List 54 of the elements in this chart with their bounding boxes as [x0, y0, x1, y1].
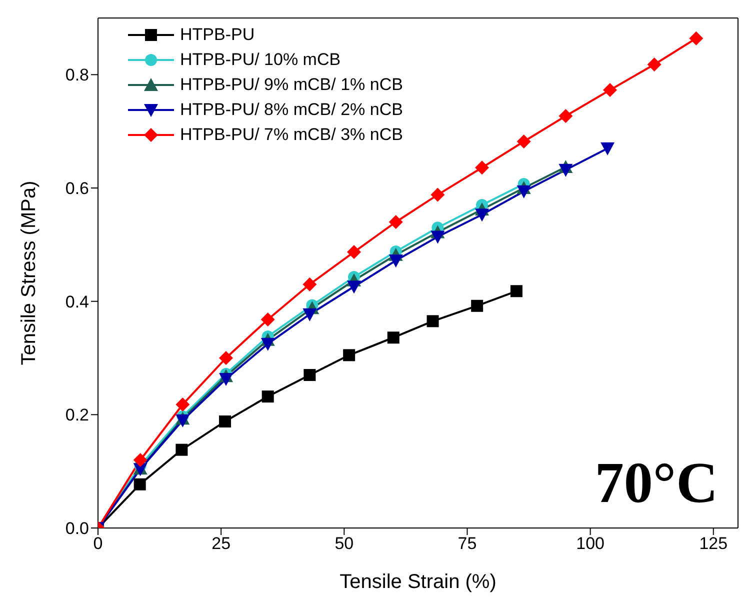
point [133, 453, 148, 467]
point [471, 300, 484, 312]
y-tick-label: 0.2 [65, 406, 89, 425]
point [343, 349, 356, 362]
point [347, 245, 361, 260]
point [302, 308, 317, 322]
point [430, 188, 445, 202]
annotation: 70°C [594, 449, 718, 516]
y-tick-label: 0.4 [65, 292, 89, 312]
point [430, 230, 445, 244]
legend-label: HTPB-PU/ 8% mCB/ 2% nCB [180, 99, 403, 121]
y-tick-label: 0.6 [65, 179, 89, 198]
point [426, 315, 439, 328]
point [510, 285, 522, 298]
point [475, 208, 489, 222]
x-tick-label: 100 [576, 534, 604, 554]
point [603, 82, 617, 97]
point [558, 109, 573, 124]
point [689, 31, 704, 46]
point [558, 164, 573, 177]
point [260, 338, 275, 351]
point [219, 415, 232, 428]
legend-label: HTPB-PU/ 7% mCB/ 3% nCB [180, 124, 403, 146]
point [219, 372, 233, 386]
point [516, 134, 531, 149]
x-tick-label: 25 [212, 534, 231, 554]
x-tick-label: 0 [93, 534, 103, 554]
x-tick-label: 50 [334, 534, 354, 554]
point [475, 160, 489, 175]
point [219, 351, 233, 365]
point [176, 414, 190, 428]
point [134, 478, 146, 490]
point [304, 369, 316, 381]
point [176, 397, 190, 412]
point [388, 254, 403, 268]
legend-label: HTPB-PU/ 10% mCB [180, 49, 341, 71]
point [347, 280, 361, 294]
point [302, 277, 317, 292]
point [387, 332, 400, 344]
x-tick-label: 125 [699, 534, 728, 554]
x-tick-label: 75 [458, 534, 477, 554]
point [600, 142, 615, 156]
point [260, 312, 275, 326]
point [388, 215, 403, 229]
point [647, 57, 662, 72]
legend-label: HTPB-PU/ 9% mCB/ 1% nCB [180, 74, 403, 96]
y-axis-title: Tensile Stress (MPa) [18, 180, 40, 366]
point [516, 185, 531, 198]
x-axis-title: Tensile Strain (%) [340, 571, 496, 593]
y-tick-label: 0.8 [65, 66, 89, 85]
point [176, 444, 188, 456]
point [262, 390, 274, 403]
y-tick-label: 0.0 [65, 519, 89, 538]
legend-label: HTPB-PU [180, 24, 255, 46]
